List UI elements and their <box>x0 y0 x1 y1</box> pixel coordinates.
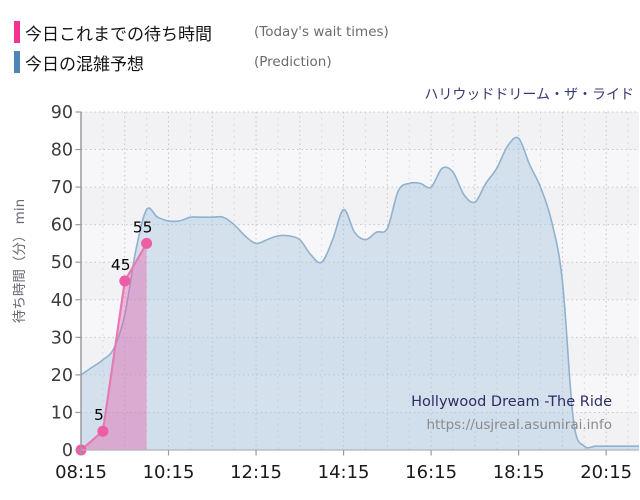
today-data-point <box>141 237 153 249</box>
ride-title: ハリウッドドリーム・ザ・ライド <box>424 87 634 103</box>
axis-tick-labels: 0 10 20 30 40 50 60 70 80 90 08:15 10:15 12:15 14:15 1… <box>51 103 632 483</box>
y-axis-tick-label: 70 <box>51 178 73 198</box>
y-axis-tick-label: 20 <box>51 366 73 386</box>
legend-item-today: 今日これまでの待ち時間 (Today's wait times) <box>14 20 389 45</box>
prediction-series-swatch-icon <box>14 51 20 73</box>
x-axis-tick-label: 10:15 <box>143 462 195 483</box>
watermark-ride-name: Hollywood Dream -The Ride <box>411 394 612 410</box>
legend-label-today-jp: 今日これまでの待ち時間 <box>25 24 212 45</box>
y-axis-tick-label: 80 <box>51 141 73 161</box>
legend-label-prediction-jp: 今日の混雑予想 <box>25 54 144 75</box>
x-axis-tick-label: 16:15 <box>405 462 457 483</box>
today-wait-series: 5 45 55 <box>75 218 153 456</box>
today-data-point <box>119 275 131 287</box>
today-data-label: 55 <box>133 218 153 236</box>
x-axis-tick-label: 20:15 <box>580 462 632 483</box>
y-axis-tick-label: 0 <box>62 441 73 461</box>
today-data-point <box>97 425 109 437</box>
x-axis-tick-label: 12:15 <box>230 462 282 483</box>
y-axis-tick-label: 50 <box>51 253 73 273</box>
y-axis-tick-label: 30 <box>51 328 73 348</box>
gridlines <box>81 111 639 450</box>
legend-label-prediction-en: (Prediction) <box>254 54 332 70</box>
today-data-label: 5 <box>94 406 104 424</box>
chart-legend: 今日これまでの待ち時間 (Today's wait times) 今日の混雑予想… <box>14 20 389 80</box>
prediction-area-series <box>80 136 639 450</box>
today-series-swatch-icon <box>14 21 20 43</box>
axes <box>75 111 639 456</box>
y-axis-tick-label: 10 <box>51 403 73 423</box>
y-axis-tick-label: 40 <box>51 291 73 311</box>
y-axis-tick-label: 60 <box>51 216 73 236</box>
x-axis-tick-label: 18:15 <box>493 462 545 483</box>
x-axis-tick-label: 08:15 <box>55 462 107 483</box>
legend-item-prediction: 今日の混雑予想 (Prediction) <box>14 50 389 75</box>
plot-background <box>81 112 639 450</box>
legend-label-today-en: (Today's wait times) <box>254 24 389 40</box>
watermark-site-url: https://usjreal.asumirai.info <box>426 417 612 433</box>
y-axis-tick-label: 90 <box>51 103 73 123</box>
x-axis-tick-label: 14:15 <box>318 462 370 483</box>
today-data-label: 45 <box>111 256 131 274</box>
wait-time-chart: 5 45 55 0 10 20 30 40 50 60 70 80 90 08:15 10:15 12:15 1… <box>51 103 639 483</box>
